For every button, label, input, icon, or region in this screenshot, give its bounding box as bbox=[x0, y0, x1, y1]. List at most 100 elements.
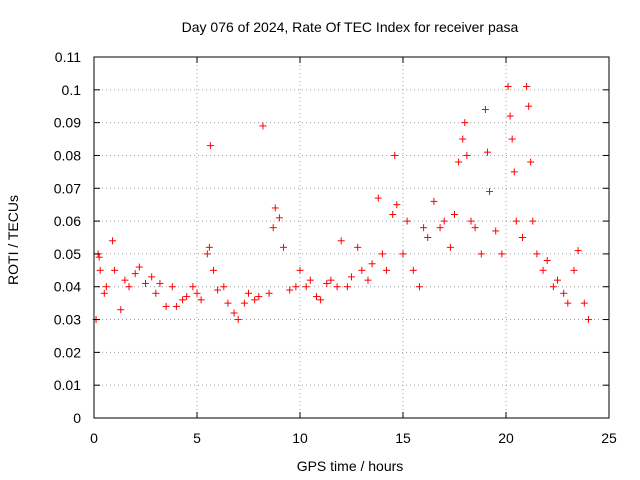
data-point bbox=[259, 122, 267, 130]
data-point bbox=[554, 276, 561, 284]
y-tick-label: 0.09 bbox=[54, 115, 81, 131]
data-point bbox=[148, 273, 156, 281]
data-point bbox=[312, 293, 320, 301]
data-point bbox=[206, 142, 214, 150]
data-point bbox=[525, 102, 533, 110]
x-tick-label: 15 bbox=[395, 430, 411, 446]
data-point bbox=[510, 168, 518, 176]
data-point bbox=[451, 211, 458, 219]
data-point bbox=[240, 299, 248, 307]
data-point bbox=[508, 135, 516, 143]
data-point bbox=[527, 158, 535, 166]
data-points bbox=[92, 83, 592, 324]
data-point bbox=[317, 296, 325, 304]
data-point bbox=[383, 266, 391, 274]
data-point bbox=[391, 151, 399, 159]
data-point bbox=[354, 243, 362, 251]
data-point bbox=[179, 296, 187, 304]
data-point bbox=[168, 283, 176, 291]
data-point bbox=[197, 296, 205, 304]
data-point bbox=[424, 234, 432, 241]
data-point bbox=[102, 283, 110, 291]
x-tick-labels: 0 5 10 15 20 25 bbox=[90, 430, 617, 446]
grid-lines bbox=[94, 57, 609, 418]
data-point bbox=[343, 283, 351, 291]
y-tick-label: 0.05 bbox=[54, 246, 81, 262]
data-point bbox=[193, 289, 201, 297]
data-point bbox=[455, 158, 463, 166]
data-point bbox=[156, 279, 164, 287]
data-point bbox=[135, 263, 143, 271]
data-point bbox=[463, 151, 471, 159]
y-tick-label: 0.08 bbox=[54, 147, 81, 163]
x-axis-label: GPS time / hours bbox=[297, 458, 404, 474]
y-axis-label: ROTI / TECUs bbox=[5, 195, 21, 285]
data-point bbox=[399, 250, 407, 258]
data-point bbox=[529, 217, 537, 225]
data-point bbox=[368, 260, 376, 268]
data-point bbox=[440, 217, 448, 225]
data-point bbox=[574, 247, 582, 255]
data-point bbox=[280, 243, 288, 251]
data-point bbox=[378, 250, 386, 258]
y-tick-label: 0.11 bbox=[55, 49, 81, 65]
data-point bbox=[96, 266, 104, 274]
x-tick-label: 20 bbox=[498, 430, 514, 446]
data-point bbox=[580, 299, 588, 307]
data-point bbox=[189, 283, 197, 291]
data-point bbox=[306, 276, 314, 284]
data-point bbox=[131, 270, 139, 278]
data-point bbox=[518, 234, 526, 241]
x-tick-label: 0 bbox=[90, 430, 98, 446]
x-tick-label: 25 bbox=[601, 430, 617, 446]
data-point bbox=[446, 243, 454, 251]
y-tick-label: 0.03 bbox=[54, 312, 81, 328]
data-point bbox=[117, 306, 125, 314]
data-point bbox=[420, 224, 428, 232]
data-point bbox=[492, 227, 500, 235]
data-point bbox=[403, 217, 411, 225]
data-point bbox=[539, 266, 547, 274]
data-point bbox=[269, 224, 277, 232]
data-point bbox=[142, 279, 149, 287]
x-tick-label: 5 bbox=[193, 430, 201, 446]
data-point bbox=[477, 250, 485, 258]
data-point bbox=[296, 266, 304, 274]
data-point bbox=[152, 289, 160, 297]
data-point bbox=[255, 293, 263, 301]
data-point bbox=[100, 289, 108, 297]
data-point bbox=[125, 283, 133, 291]
y-tick-label: 0.04 bbox=[54, 279, 81, 295]
data-point bbox=[265, 289, 273, 297]
data-point bbox=[415, 283, 423, 291]
data-point bbox=[533, 250, 541, 258]
x-tick-label: 10 bbox=[292, 430, 308, 446]
y-tick-label: 0.01 bbox=[54, 377, 81, 393]
data-point bbox=[570, 266, 578, 274]
data-point bbox=[220, 283, 228, 291]
axis-ticks bbox=[93, 56, 610, 419]
data-point bbox=[286, 286, 294, 294]
chart-title: Day 076 of 2024, Rate Of TEC Index for r… bbox=[182, 19, 519, 35]
data-point bbox=[549, 283, 557, 291]
data-point bbox=[183, 293, 191, 301]
y-tick-labels: 0 0.01 0.02 0.03 0.04 0.05 0.06 0.07 0.08 0.09 0.1… bbox=[54, 49, 81, 426]
data-point bbox=[467, 217, 475, 225]
y-tick-label: 0.02 bbox=[54, 344, 81, 360]
data-point bbox=[224, 299, 232, 307]
y-tick-label: 0 bbox=[73, 410, 81, 426]
data-point bbox=[172, 302, 180, 310]
data-point bbox=[95, 253, 103, 261]
data-point bbox=[205, 243, 213, 251]
data-point bbox=[302, 283, 310, 291]
data-point bbox=[483, 148, 491, 156]
data-point bbox=[271, 204, 279, 212]
data-point bbox=[111, 266, 119, 274]
data-point bbox=[498, 250, 506, 258]
data-point bbox=[109, 237, 117, 245]
data-point bbox=[358, 266, 366, 274]
data-point bbox=[436, 224, 444, 232]
data-point bbox=[327, 276, 335, 284]
y-tick-label: 0.07 bbox=[54, 180, 81, 196]
